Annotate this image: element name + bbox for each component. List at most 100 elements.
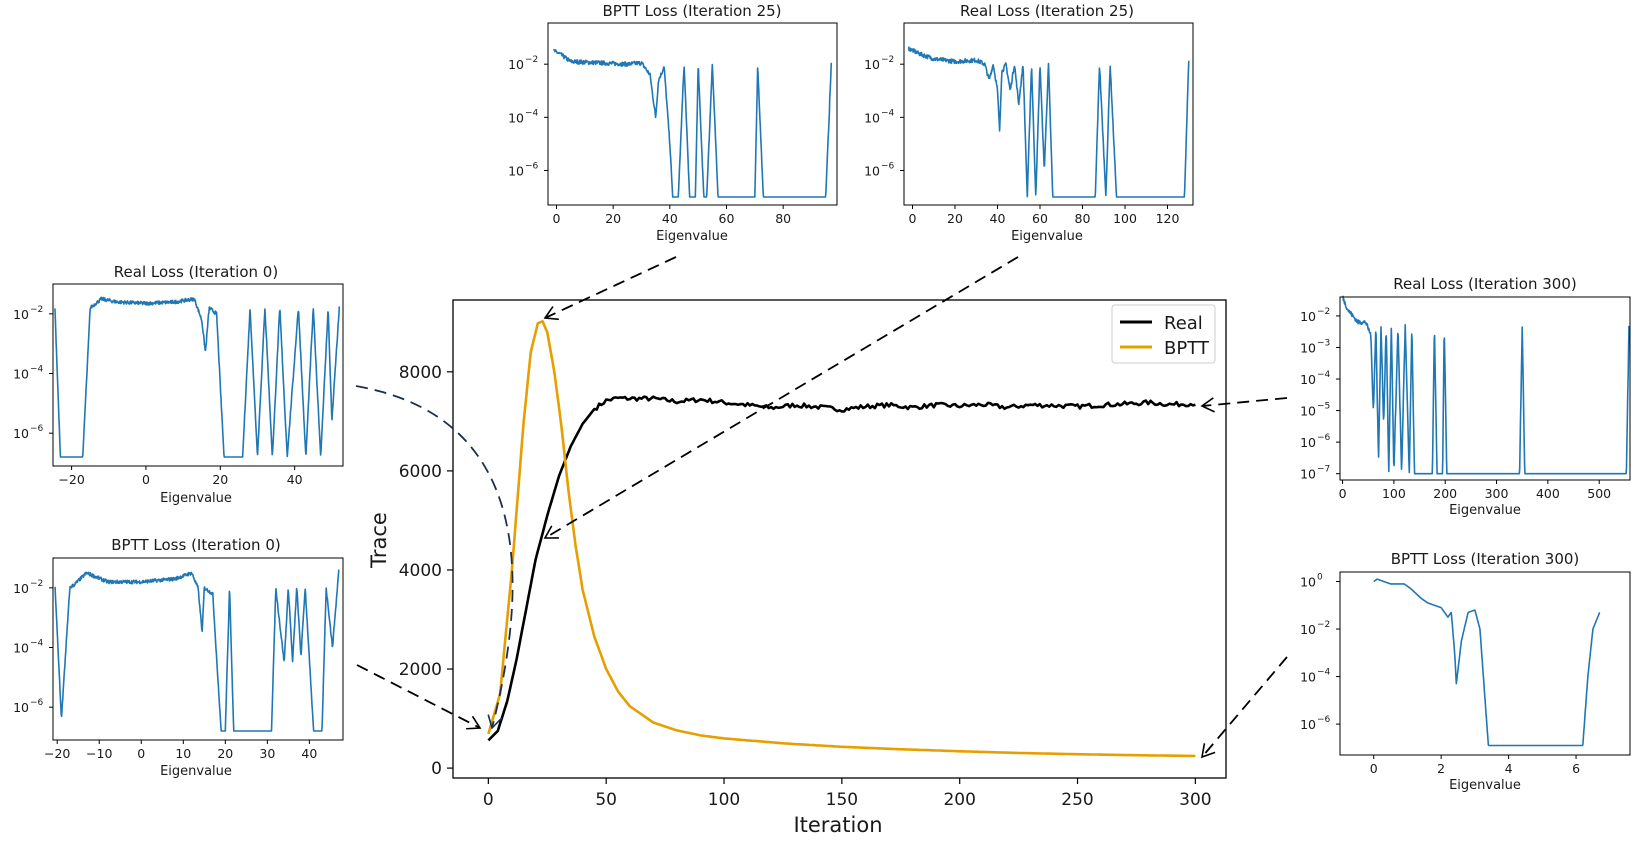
x-tick-label: 100: [1382, 486, 1406, 501]
y-tick-label: 10: [13, 700, 29, 715]
x-tick-label: 20: [947, 211, 963, 226]
inset-frame: [1339, 571, 1631, 756]
x-tick-label: 2: [1437, 761, 1445, 776]
x-tick-label: 6: [1572, 761, 1580, 776]
y-tick-label: 10: [13, 367, 29, 382]
arrow-bptt0-to-start: [356, 664, 482, 730]
inset-bptt-iter300-xlabel: Eigenvalue: [1449, 778, 1521, 793]
main-chart: 0 50 100 150 200 250 300 0 2000 4000 6000 8000 Iter…: [367, 299, 1227, 837]
y-tick-exponent: −4: [525, 108, 539, 118]
y-tick-exponent: −4: [30, 639, 44, 649]
inset-real-iter300-title: Real Loss (Iteration 300): [1393, 275, 1577, 293]
inset-frame: [52, 283, 344, 467]
x-tick-label: 300: [1485, 486, 1509, 501]
x-tick-label: 500: [1587, 486, 1611, 501]
inset-real-iter25-title: Real Loss (Iteration 25): [960, 2, 1134, 20]
y-tick-exponent: −2: [30, 305, 43, 315]
connector-arrows: [355, 256, 1288, 759]
inset-bptt-iter0-xlabel: Eigenvalue: [160, 764, 232, 779]
x-tick-label: 0: [1370, 761, 1378, 776]
y-tick-exponent: −2: [30, 579, 43, 589]
x-tick-label: 0: [909, 211, 917, 226]
y-tick-label: 10: [864, 110, 880, 125]
y-tick-label: 10: [1300, 404, 1316, 419]
inset-real-iter0-title: Real Loss (Iteration 0): [114, 263, 278, 281]
y-tick-exponent: −4: [881, 108, 895, 118]
x-tick-label: 40: [287, 472, 303, 487]
x-tick-label: 20: [605, 211, 621, 226]
x-tick-label: 400: [1536, 486, 1560, 501]
x-tick-label: 60: [719, 211, 735, 226]
y-tick-exponent: −2: [1317, 620, 1330, 630]
inset-bptt-iter25-xlabel: Eigenvalue: [656, 229, 728, 244]
x-tick-label: 30: [259, 746, 275, 761]
y-tick-label: 10: [508, 110, 524, 125]
inset-frame: [1339, 296, 1631, 481]
inset-real-iter0-xlabel: Eigenvalue: [160, 491, 232, 506]
y-tick-label: 10: [13, 426, 29, 441]
y-tick-label: 10: [1300, 467, 1316, 482]
arrow-bptt25-to-peak: [543, 256, 677, 321]
y-tick-label: 2000: [399, 660, 442, 680]
y-tick-exponent: −4: [1317, 370, 1331, 380]
y-tick-label: 10: [1300, 372, 1316, 387]
y-tick-exponent: −6: [30, 424, 44, 434]
arrow-bptt300-to-end: [1200, 656, 1288, 759]
x-tick-label: 0: [553, 211, 561, 226]
arrow-real300-to-end: [1200, 397, 1288, 413]
x-tick-label: 0: [142, 472, 150, 487]
loss-curve: [552, 48, 833, 198]
arrow-real25-to-curve: [543, 256, 1019, 539]
y-tick-exponent: −7: [1317, 465, 1330, 475]
x-tick-label: 20: [217, 746, 233, 761]
main-chart-ylabel: Trace: [367, 512, 391, 569]
x-tick-label: −20: [44, 746, 70, 761]
x-tick-label: −10: [86, 746, 112, 761]
x-tick-label: 0: [137, 746, 145, 761]
x-tick-label: 80: [775, 211, 791, 226]
y-tick-exponent: −4: [30, 365, 44, 375]
y-tick-label: 10: [508, 163, 524, 178]
y-tick-label: 10: [1300, 622, 1316, 637]
main-chart-legend: Real BPTT: [1111, 304, 1216, 364]
loss-curve: [54, 569, 340, 732]
x-tick-label: 250: [1061, 790, 1093, 810]
x-tick-label: 80: [1075, 211, 1091, 226]
inset-bptt-iter25-title: BPTT Loss (Iteration 25): [602, 2, 781, 20]
legend-label-bptt: BPTT: [1164, 338, 1210, 359]
x-tick-label: 4: [1505, 761, 1513, 776]
x-tick-label: 100: [1113, 211, 1137, 226]
y-tick-label: 10: [1300, 717, 1316, 732]
inset-frame: [903, 22, 1194, 206]
x-tick-label: 40: [662, 211, 678, 226]
y-tick-label: 10: [13, 641, 29, 656]
x-tick-label: 50: [595, 790, 617, 810]
x-tick-label: 40: [301, 746, 317, 761]
x-tick-label: 10: [175, 746, 191, 761]
inset-bptt-iter300-title: BPTT Loss (Iteration 300): [1391, 550, 1580, 568]
inset-real-iter25-xlabel: Eigenvalue: [1011, 229, 1083, 244]
inset-frame: [547, 22, 838, 206]
y-tick-label: 0: [431, 759, 442, 779]
y-tick-label: 10: [1300, 670, 1316, 685]
x-tick-label: 200: [943, 790, 975, 810]
y-tick-label: 10: [508, 57, 524, 72]
y-tick-exponent: −2: [1317, 307, 1330, 317]
inset-frame: [52, 557, 344, 741]
x-tick-label: 150: [826, 790, 858, 810]
legend-label-real: Real: [1164, 313, 1203, 334]
x-tick-label: 0: [1339, 486, 1347, 501]
y-tick-label: 10: [1300, 309, 1316, 324]
y-tick-exponent: −2: [881, 55, 894, 65]
arrow-real0-to-start: [355, 385, 514, 730]
